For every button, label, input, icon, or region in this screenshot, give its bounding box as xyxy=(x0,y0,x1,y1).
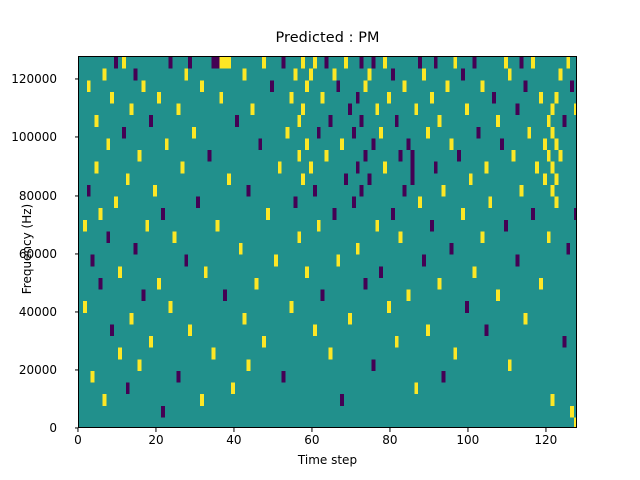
y-tick-label: 80000 xyxy=(18,188,57,203)
x-tick-label: 40 xyxy=(226,433,242,447)
y-tick-label: 60000 xyxy=(18,246,57,261)
x-tick-label: 80 xyxy=(382,433,398,447)
heatmap-image xyxy=(79,57,576,427)
x-tick-mark xyxy=(233,428,235,432)
y-tick-label: 120000 xyxy=(11,72,57,87)
x-tick-mark xyxy=(467,428,469,432)
x-tick-mark xyxy=(155,428,157,432)
y-tick-mark xyxy=(74,136,78,138)
y-tick-label: 20000 xyxy=(18,362,57,377)
y-tick-mark xyxy=(74,253,78,255)
x-tick-label: 0 xyxy=(74,433,82,447)
x-tick-label: 100 xyxy=(456,433,480,447)
x-tick-mark xyxy=(311,428,313,432)
x-tick-label: 60 xyxy=(304,433,320,447)
y-tick-mark xyxy=(74,78,78,80)
x-tick-mark xyxy=(545,428,547,432)
y-tick-mark xyxy=(74,194,78,197)
y-tick-label: 100000 xyxy=(11,130,57,145)
heatmap-plot-area xyxy=(78,56,577,428)
x-tick-mark xyxy=(77,428,79,432)
y-tick-label: 40000 xyxy=(18,304,57,319)
y-tick-label: 0 xyxy=(49,421,57,435)
x-tick-label: 120 xyxy=(534,433,558,447)
y-tick-mark xyxy=(74,311,78,313)
page-title: Predicted : PM xyxy=(275,30,380,46)
x-axis-label: Time step xyxy=(297,453,358,467)
x-tick-mark xyxy=(389,428,391,432)
x-tick-label: 20 xyxy=(148,433,164,447)
y-tick-mark xyxy=(74,427,78,429)
y-tick-mark xyxy=(74,369,78,371)
